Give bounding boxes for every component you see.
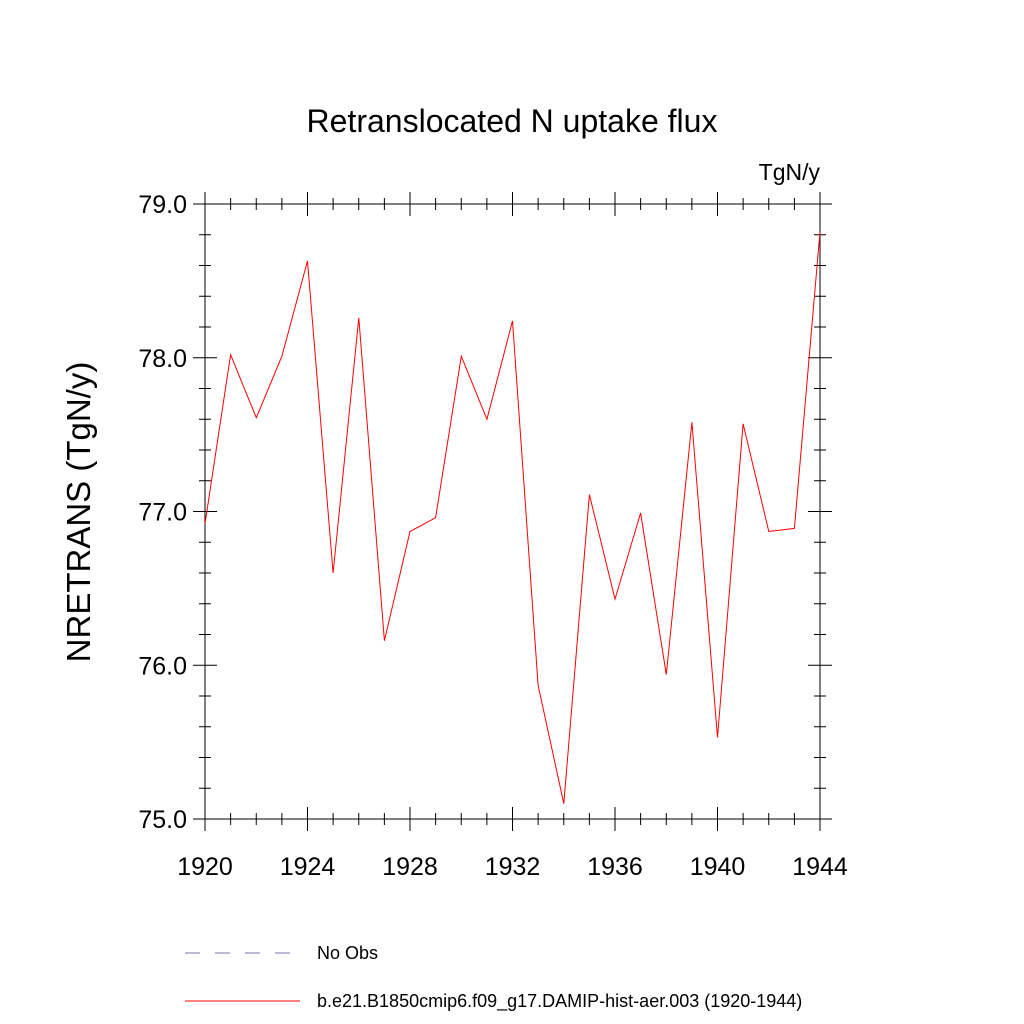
x-tick-labels: 1920 1924 1928 1932 1936 1940 1944 [177,853,848,881]
series-group [204,231,821,804]
units-label: TgN/y [759,159,821,185]
y-tick-label: 76.0 [138,652,187,680]
x-tick-label: 1928 [382,853,438,881]
x-tick-label: 1936 [587,853,643,881]
y-axis-label: NRETRANS (TgN/y) [60,362,97,663]
plot-frame [204,203,821,820]
y-tick-label: 78.0 [138,345,187,373]
legend-label-no-obs: No Obs [317,943,378,963]
x-tick-label: 1944 [792,853,848,881]
series-line [204,231,821,804]
x-tick-label: 1932 [485,853,541,881]
y-tick-labels: 75.0 76.0 77.0 78.0 79.0 [138,191,187,834]
legend: No Obs b.e21.B1850cmip6.f09_g17.DAMIP-hi… [185,943,802,1012]
y-tick-label: 75.0 [138,806,187,834]
chart-title: Retranslocated N uptake flux [307,103,718,139]
legend-label-model: b.e21.B1850cmip6.f09_g17.DAMIP-hist-aer.… [317,991,802,1012]
y-tick-label: 79.0 [138,191,187,219]
x-tick-label: 1920 [177,853,233,881]
y-tick-label: 77.0 [138,499,187,527]
x-tick-label: 1940 [690,853,746,881]
x-tick-label: 1924 [280,853,336,881]
axis-ticks [193,192,832,831]
